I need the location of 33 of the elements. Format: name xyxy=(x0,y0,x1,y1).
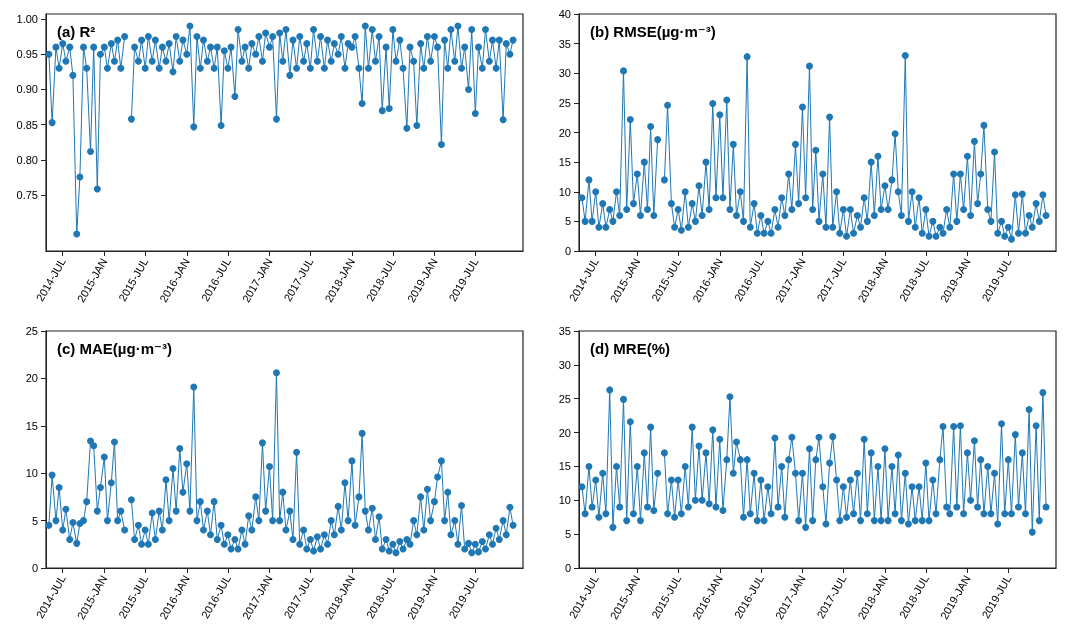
y-tick-label: 10 xyxy=(558,185,571,198)
y-tick-label: 10 xyxy=(558,494,571,507)
y-tick-label: 0 xyxy=(31,562,38,574)
y-tick-label: 5 xyxy=(564,215,571,228)
y-tick-label: 0.85 xyxy=(16,118,38,131)
y-tick-label: 1.00 xyxy=(16,12,38,25)
y-tick-label: 35 xyxy=(558,325,571,337)
y-tick-label: 5 xyxy=(564,528,571,541)
y-tick-label: 0.95 xyxy=(16,48,38,61)
y-tick-label: 25 xyxy=(558,96,571,109)
text: (d) MRE(%) xyxy=(590,340,670,357)
y-tick-label: 15 xyxy=(558,460,571,473)
text: (c) MAE(µg·m⁻³) xyxy=(57,340,172,357)
y-tick-label: 15 xyxy=(558,156,571,169)
y-tick-label: 20 xyxy=(25,372,38,385)
y-tick-label: 15 xyxy=(25,419,38,432)
y-tick-label: 25 xyxy=(558,392,571,405)
text: (a) R² xyxy=(57,23,96,40)
y-tick-label: 20 xyxy=(558,426,571,439)
y-tick-label: 5 xyxy=(31,514,38,527)
y-tick-label: 30 xyxy=(558,358,571,371)
y-tick-label: 0 xyxy=(564,562,571,574)
y-tick-label: 20 xyxy=(558,126,571,139)
y-tick-label: 0.90 xyxy=(16,83,38,96)
y-tick-label: 40 xyxy=(558,8,571,20)
y-tick-label: 0.80 xyxy=(16,154,38,167)
y-tick-label: 35 xyxy=(558,37,571,50)
y-tick-label: 10 xyxy=(25,467,38,480)
y-tick-label: 25 xyxy=(25,325,38,337)
y-tick-label: 0 xyxy=(564,245,571,257)
text: (b) RMSE(µg·m⁻³) xyxy=(590,23,716,40)
y-tick-label: 0.75 xyxy=(16,189,38,202)
y-tick-label: 30 xyxy=(558,67,571,80)
